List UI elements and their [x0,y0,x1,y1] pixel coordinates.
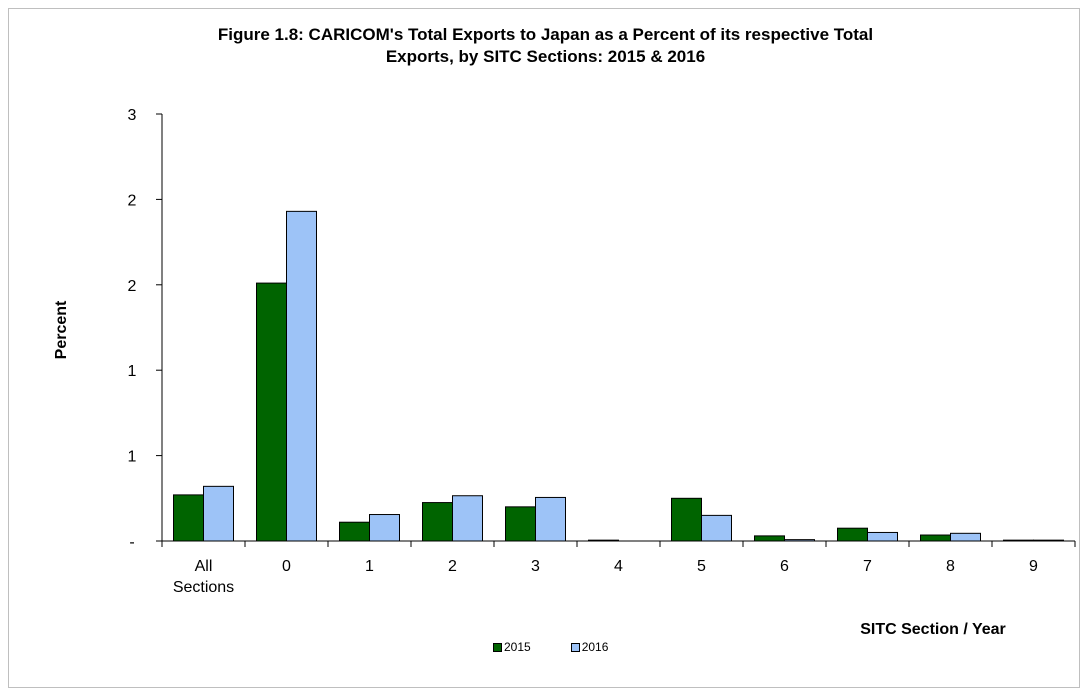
y-axis-title: Percent [53,300,70,359]
legend-label-2015: 2015 [504,640,531,654]
x-tick-label: 8 [946,558,955,575]
x-ticks-group: All Sections 0 1 2 3 4 5 6 7 8 9 [161,541,1076,596]
y-tick-label: 1 [128,449,137,466]
bar-2016-2 [452,495,483,542]
y-tick-label: 1 [128,363,137,380]
bar-2015-7 [837,527,868,542]
x-tick-label: 7 [863,558,872,575]
legend-swatch-2016 [570,642,580,652]
bar-2015-5 [671,497,702,542]
x-tick-label: 1 [365,558,374,575]
bar-2015-all-sections [173,494,204,542]
x-axis-title: SITC Section / Year [860,621,1006,638]
x-tick-label: 0 [282,558,291,575]
y-tick-label: 3 [128,107,137,124]
legend: 2015 2016 [493,640,608,654]
chart-title-line-1: Figure 1.8: CARICOM's Total Exports to J… [217,25,874,44]
bar-2015-8 [920,534,951,542]
legend-label-2016: 2016 [581,640,609,654]
chart-frame [8,8,1080,688]
bar-2016-1 [369,514,400,542]
legend-swatch-2015 [493,642,502,652]
x-tick-label: 9 [1029,558,1038,575]
y-ticks-group: - 1 1 2 2 3 [128,107,162,551]
bar-2015-1 [339,521,370,542]
bar-2016-5 [701,514,732,542]
legend-item-2015: 2015 [493,640,531,654]
bar-2015-2 [422,502,453,542]
x-tick-label: 4 [614,558,623,575]
y-tick-label: 2 [128,278,137,295]
y-tick-label: 2 [128,192,137,209]
bar-2015-0 [256,282,287,542]
y-tick-label: - [129,534,134,551]
x-tick-label: 5 [697,558,706,575]
bar-2016-all-sections [203,485,234,542]
bar-2015-6 [754,535,785,542]
legend-item-2016: 2016 [570,640,609,654]
bar-2016-3 [535,496,566,542]
bars-group [173,210,1064,542]
x-tick-label: Sections [173,579,234,596]
axes-group [161,114,1075,542]
bar-2016-0 [286,210,317,542]
bar-2015-3 [505,506,536,542]
x-tick-label: 2 [448,558,457,575]
x-tick-label: All [195,558,213,575]
bar-2016-7 [867,531,898,542]
x-tick-label: 6 [780,558,789,575]
chart-title-line-2: Exports, by SITC Sections: 2015 & 2016 [385,47,706,66]
x-tick-label: 3 [531,558,540,575]
bar-2016-8 [950,532,981,542]
chart-title: Figure 1.8: CARICOM's Total Exports to J… [0,24,1091,68]
